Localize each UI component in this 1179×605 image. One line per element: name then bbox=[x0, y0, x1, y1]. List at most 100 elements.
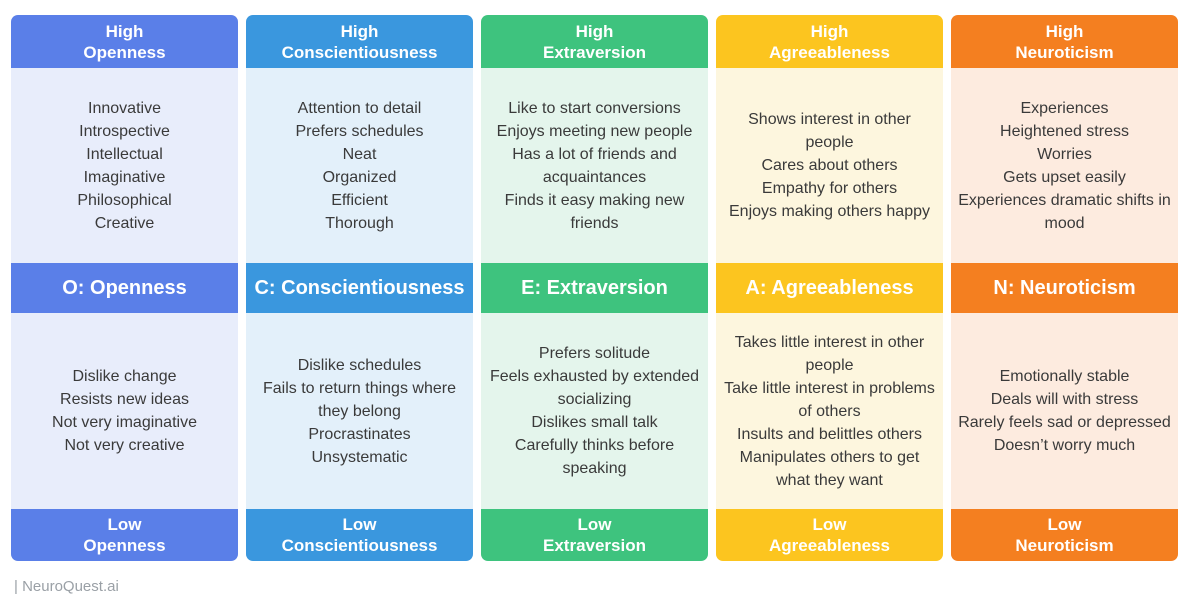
high-header: High Neuroticism bbox=[951, 15, 1178, 68]
trait-name: Agreeableness bbox=[769, 42, 890, 62]
trait-item: Emotionally stable bbox=[999, 368, 1130, 385]
trait-title: C: Conscientiousness bbox=[246, 263, 473, 313]
trait-item: Takes little interest in other people bbox=[734, 333, 925, 374]
brand-footer: | NeuroQuest.ai bbox=[14, 578, 119, 595]
low-traits-panel: Dislike change Resists new ideas Not very … bbox=[11, 313, 238, 509]
trait-title: N: Neuroticism bbox=[951, 263, 1178, 313]
high-traits-panel: Like to start conversions Enjoys meeting … bbox=[481, 68, 708, 263]
trait-title: A: Agreeableness bbox=[716, 263, 943, 313]
column-extraversion: High Extraversion Like to start conversi… bbox=[481, 15, 708, 561]
trait-item: Has a lot of friends and acquaintances bbox=[512, 145, 677, 186]
trait-title: E: Extraversion bbox=[481, 263, 708, 313]
trait-item: Rarely feels sad or depressed bbox=[958, 414, 1171, 431]
high-header: High Openness bbox=[11, 15, 238, 68]
high-traits-list: Shows interest in other people Cares abou… bbox=[716, 108, 943, 223]
trait-item: Prefers solitude bbox=[538, 345, 651, 362]
trait-name: Extraversion bbox=[543, 42, 646, 62]
low-label: Low bbox=[342, 515, 377, 534]
trait-name: Neuroticism bbox=[1015, 536, 1114, 555]
trait-item: Feels exhausted by extended socializing bbox=[489, 368, 700, 408]
column-agreeableness: High Agreeableness Shows interest in oth… bbox=[716, 15, 943, 561]
trait-item: Neat bbox=[342, 145, 377, 163]
trait-item: Worries bbox=[1037, 145, 1092, 163]
low-traits-panel: Takes little interest in other people Tak… bbox=[716, 313, 943, 509]
trait-item: Manipulates others to get what they want bbox=[739, 448, 920, 489]
trait-item: Take little interest in problems of othe… bbox=[724, 379, 935, 420]
low-label: Low bbox=[1047, 515, 1082, 534]
high-traits-list: Innovative Introspective Intellectual Imagi… bbox=[71, 97, 177, 235]
high-traits-list: Experiences Heightened stress Worries Gets … bbox=[951, 97, 1178, 235]
trait-item: Procrastinates bbox=[308, 425, 411, 443]
trait-item: Experiences bbox=[1020, 99, 1109, 117]
trait-item: Resists new ideas bbox=[60, 391, 189, 408]
trait-item: Empathy for others bbox=[761, 180, 898, 197]
high-traits-list: Attention to detail Prefers schedules Neat… bbox=[289, 97, 429, 235]
low-traits-panel: Emotionally stable Deals will with stress… bbox=[951, 313, 1178, 509]
trait-name: Openness bbox=[83, 42, 166, 62]
trait-name: Conscientiousness bbox=[281, 42, 438, 62]
trait-name: Openness bbox=[83, 536, 166, 555]
trait-item: Insults and belittles others bbox=[737, 425, 922, 443]
high-traits-panel: Shows interest in other people Cares abou… bbox=[716, 68, 943, 263]
low-header: Low Openness bbox=[11, 509, 238, 561]
low-traits-list: Prefers solitude Feels exhausted by exten… bbox=[481, 342, 708, 480]
trait-item: Imaginative bbox=[83, 168, 166, 186]
trait-item: Dislike change bbox=[72, 368, 177, 385]
trait-item: Creative bbox=[94, 214, 155, 232]
trait-item: Efficient bbox=[331, 191, 388, 209]
high-traits-list: Like to start conversions Enjoys meeting … bbox=[481, 97, 708, 235]
low-traits-list: Takes little interest in other people Tak… bbox=[716, 331, 943, 492]
trait-item: Finds it easy making new friends bbox=[504, 191, 685, 232]
trait-item: Intellectual bbox=[86, 145, 163, 163]
trait-item: Gets upset easily bbox=[1003, 168, 1126, 186]
high-label: High bbox=[575, 21, 614, 41]
low-traits-panel: Prefers solitude Feels exhausted by exten… bbox=[481, 313, 708, 509]
trait-item: Introspective bbox=[79, 122, 170, 140]
high-header: High Extraversion bbox=[481, 15, 708, 68]
high-label: High bbox=[340, 21, 379, 41]
big-five-grid: High Openness Innovative Introspective Int… bbox=[11, 15, 1178, 561]
high-traits-panel: Experiences Heightened stress Worries Gets … bbox=[951, 68, 1178, 263]
low-header: Low Conscientiousness bbox=[246, 509, 473, 561]
column-openness: High Openness Innovative Introspective Int… bbox=[11, 15, 238, 561]
trait-item: Fails to return things where they belong bbox=[263, 379, 456, 420]
trait-item: Heightened stress bbox=[1000, 122, 1129, 140]
trait-item: Attention to detail bbox=[297, 99, 422, 117]
low-traits-list: Dislike change Resists new ideas Not very … bbox=[46, 365, 203, 457]
trait-item: Shows interest in other people bbox=[748, 111, 911, 151]
low-header: Low Extraversion bbox=[481, 509, 708, 561]
trait-item: Organized bbox=[322, 168, 397, 186]
trait-item: Like to start conversions bbox=[508, 99, 681, 117]
low-label: Low bbox=[812, 515, 847, 534]
trait-item: Not very imaginative bbox=[52, 414, 197, 431]
low-label: Low bbox=[107, 515, 142, 534]
trait-name: Conscientiousness bbox=[281, 536, 438, 555]
high-label: High bbox=[105, 21, 144, 41]
trait-item: Dislikes small talk bbox=[531, 414, 658, 431]
low-header: Low Neuroticism bbox=[951, 509, 1178, 561]
trait-item: Not very creative bbox=[64, 437, 185, 454]
high-label: High bbox=[1045, 21, 1084, 41]
low-traits-list: Emotionally stable Deals will with stress… bbox=[952, 365, 1177, 457]
trait-item: Enjoys making others happy bbox=[729, 203, 930, 220]
trait-item: Innovative bbox=[88, 99, 161, 117]
trait-item: Experiences dramatic shifts in mood bbox=[958, 191, 1171, 232]
trait-item: Unsystematic bbox=[311, 448, 408, 466]
trait-item: Thorough bbox=[325, 214, 394, 232]
high-traits-panel: Innovative Introspective Intellectual Imagi… bbox=[11, 68, 238, 263]
trait-item: Philosophical bbox=[77, 191, 172, 209]
trait-name: Agreeableness bbox=[769, 536, 890, 555]
trait-name: Extraversion bbox=[543, 536, 646, 555]
low-label: Low bbox=[577, 515, 612, 534]
trait-item: Prefers schedules bbox=[295, 122, 424, 140]
trait-item: Doesn’t worry much bbox=[993, 437, 1136, 454]
trait-name: Neuroticism bbox=[1015, 42, 1114, 62]
column-conscientiousness: High Conscientiousness Attention to deta… bbox=[246, 15, 473, 561]
high-label: High bbox=[810, 21, 849, 41]
trait-item: Dislike schedules bbox=[297, 356, 422, 374]
trait-item: Deals will with stress bbox=[990, 391, 1139, 408]
high-header: High Conscientiousness bbox=[246, 15, 473, 68]
column-neuroticism: High Neuroticism Experiences Heightened s… bbox=[951, 15, 1178, 561]
trait-item: Enjoys meeting new people bbox=[496, 122, 693, 140]
low-header: Low Agreeableness bbox=[716, 509, 943, 561]
